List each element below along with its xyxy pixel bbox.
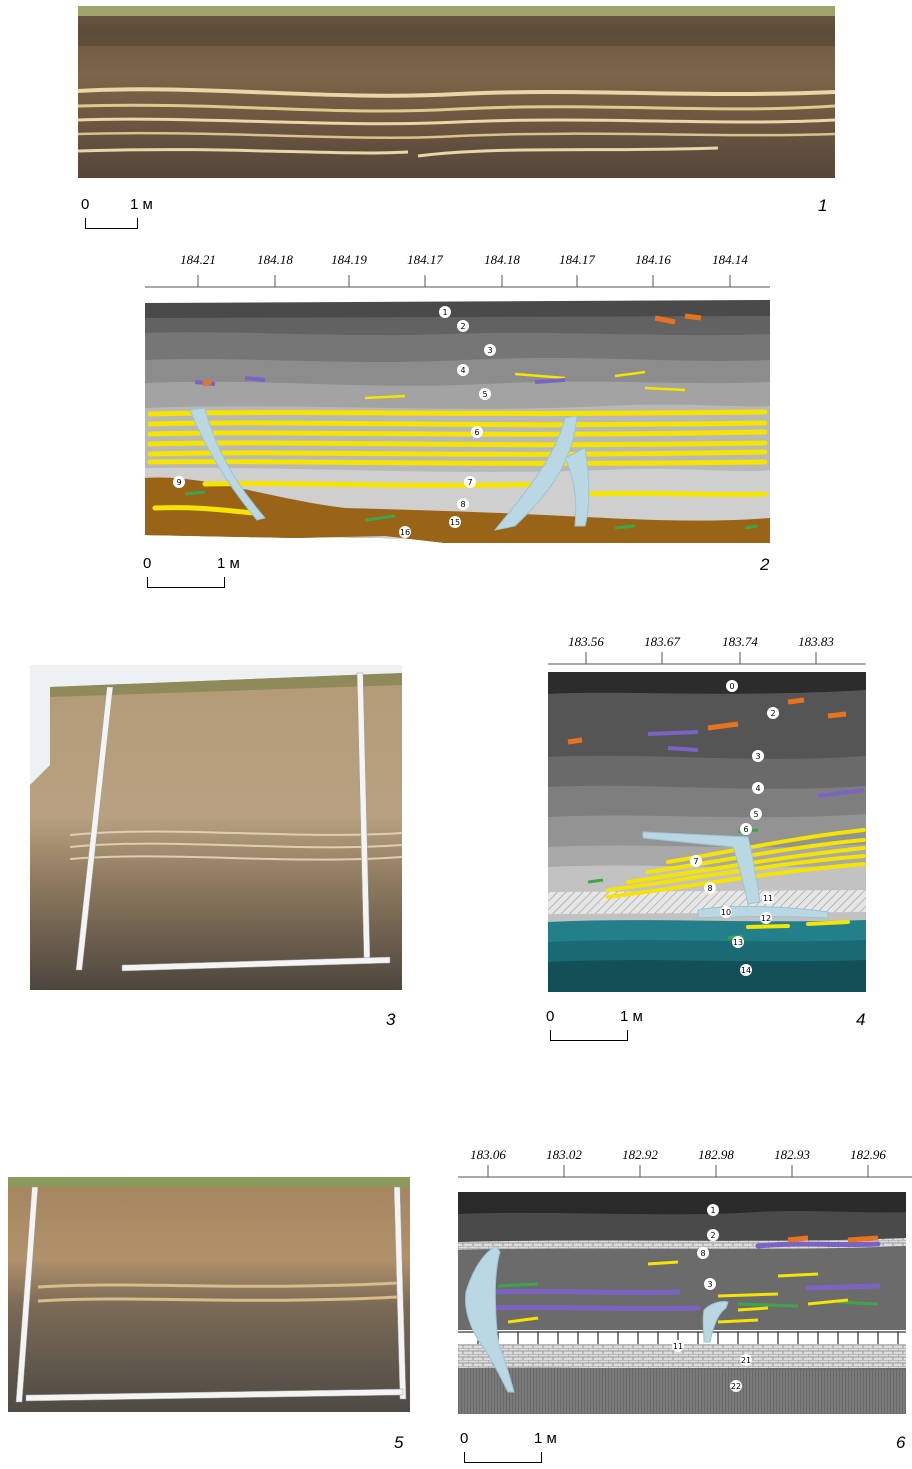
- layer-label: 3: [707, 1280, 712, 1289]
- layer-label: 12: [761, 914, 771, 923]
- elevation-label: 183.02: [546, 1147, 582, 1162]
- elevation-label: 184.21: [180, 252, 216, 267]
- elevation-label: 183.56: [568, 634, 604, 649]
- scale-one-m: 1 м: [130, 196, 153, 213]
- elevation-ruler-4: 183.56 183.67 183.74 183.83: [548, 632, 866, 672]
- elevation-label: 182.98: [698, 1147, 734, 1162]
- layer-label: 2: [460, 322, 465, 331]
- scale-bar-1: 0 1 м: [81, 196, 173, 236]
- elevation-ruler-6: 183.06 183.02 182.92 182.98 182.93 182.9…: [458, 1145, 912, 1185]
- photo-panel-5: [8, 1177, 410, 1412]
- scale-zero: 0: [143, 555, 152, 572]
- elevation-label: 182.93: [774, 1147, 810, 1162]
- photo-panel-3: [30, 665, 403, 990]
- section-drawing-2: 1 2 3 4 5 6 7 8 9 15 16: [145, 298, 770, 548]
- panel-number-6: 6: [896, 1433, 906, 1452]
- elevation-label: 182.92: [622, 1147, 658, 1162]
- layer-label: 1: [442, 308, 447, 317]
- scale-one-m: 1 м: [534, 1430, 557, 1447]
- layer-label: 16: [400, 528, 410, 537]
- panorama-photo: [77, 6, 836, 178]
- panel-number-3: 3: [386, 1010, 396, 1029]
- section-drawing-6: 1 2 8 3 11 21 22: [458, 1192, 906, 1414]
- layer-label: 8: [707, 884, 712, 893]
- elevation-label: 184.17: [559, 252, 595, 267]
- scale-one-m: 1 м: [620, 1008, 643, 1025]
- layer-label: 6: [474, 428, 479, 437]
- elevation-label: 184.18: [257, 252, 293, 267]
- scale-zero: 0: [546, 1008, 555, 1025]
- photo-panel-1: [77, 6, 836, 178]
- elevation-label: 182.96: [850, 1147, 886, 1162]
- layer-label: 6: [743, 825, 748, 834]
- elevation-label: 183.74: [722, 634, 758, 649]
- layer-label: 3: [487, 346, 492, 355]
- elevation-label: 184.17: [407, 252, 443, 267]
- elevation-label: 183.67: [644, 634, 680, 649]
- layer-label: 11: [673, 1342, 683, 1351]
- elevation-label: 183.06: [470, 1147, 506, 1162]
- layer-label: 4: [460, 366, 465, 375]
- panel-number-2: 2: [760, 555, 770, 574]
- scale-one-m: 1 м: [217, 555, 240, 572]
- layer-label: 22: [731, 1382, 741, 1391]
- layer-label: 2: [710, 1231, 715, 1240]
- layer-label: 1: [710, 1206, 715, 1215]
- elevation-ruler-2: 184.21 184.18 184.19 184.17 184.18 184.1…: [145, 250, 770, 294]
- panel-number-4: 4: [856, 1010, 866, 1029]
- scale-bar-4: 0 1 м: [546, 1008, 668, 1048]
- section-drawing-4: 0 2 3 4 5 6 7 8 10 11 12 13 14: [548, 672, 866, 992]
- elevation-label: 184.19: [331, 252, 367, 267]
- elevation-label: 183.83: [798, 634, 834, 649]
- layer-label: 7: [467, 478, 472, 487]
- layer-label: 10: [721, 908, 731, 917]
- layer-label: 5: [482, 390, 487, 399]
- layer-label: 2: [770, 709, 775, 718]
- layer-label: 8: [700, 1249, 705, 1258]
- layer-label: 0: [729, 682, 734, 691]
- layer-label: 13: [733, 938, 743, 947]
- layer-label: 9: [176, 478, 181, 487]
- layer-label: 8: [460, 500, 465, 509]
- layer-label: 15: [450, 518, 460, 527]
- scale-bar-2: 0 1 м: [143, 555, 265, 595]
- elevation-label: 184.14: [712, 252, 748, 267]
- elevation-label: 184.16: [635, 252, 671, 267]
- scale-zero: 0: [81, 196, 90, 213]
- layer-label: 5: [753, 810, 758, 819]
- layer-label: 4: [755, 784, 760, 793]
- layer-label: 14: [741, 966, 751, 975]
- layer-label: 21: [741, 1356, 751, 1365]
- layer-label: 7: [693, 857, 698, 866]
- scale-bar-6: 0 1 м: [460, 1430, 582, 1468]
- elevation-label: 184.18: [484, 252, 520, 267]
- panel-number-1: 1: [818, 196, 828, 215]
- layer-label: 11: [763, 894, 773, 903]
- scale-zero: 0: [460, 1430, 469, 1447]
- layer-label: 3: [755, 752, 760, 761]
- panel-number-5: 5: [394, 1433, 404, 1452]
